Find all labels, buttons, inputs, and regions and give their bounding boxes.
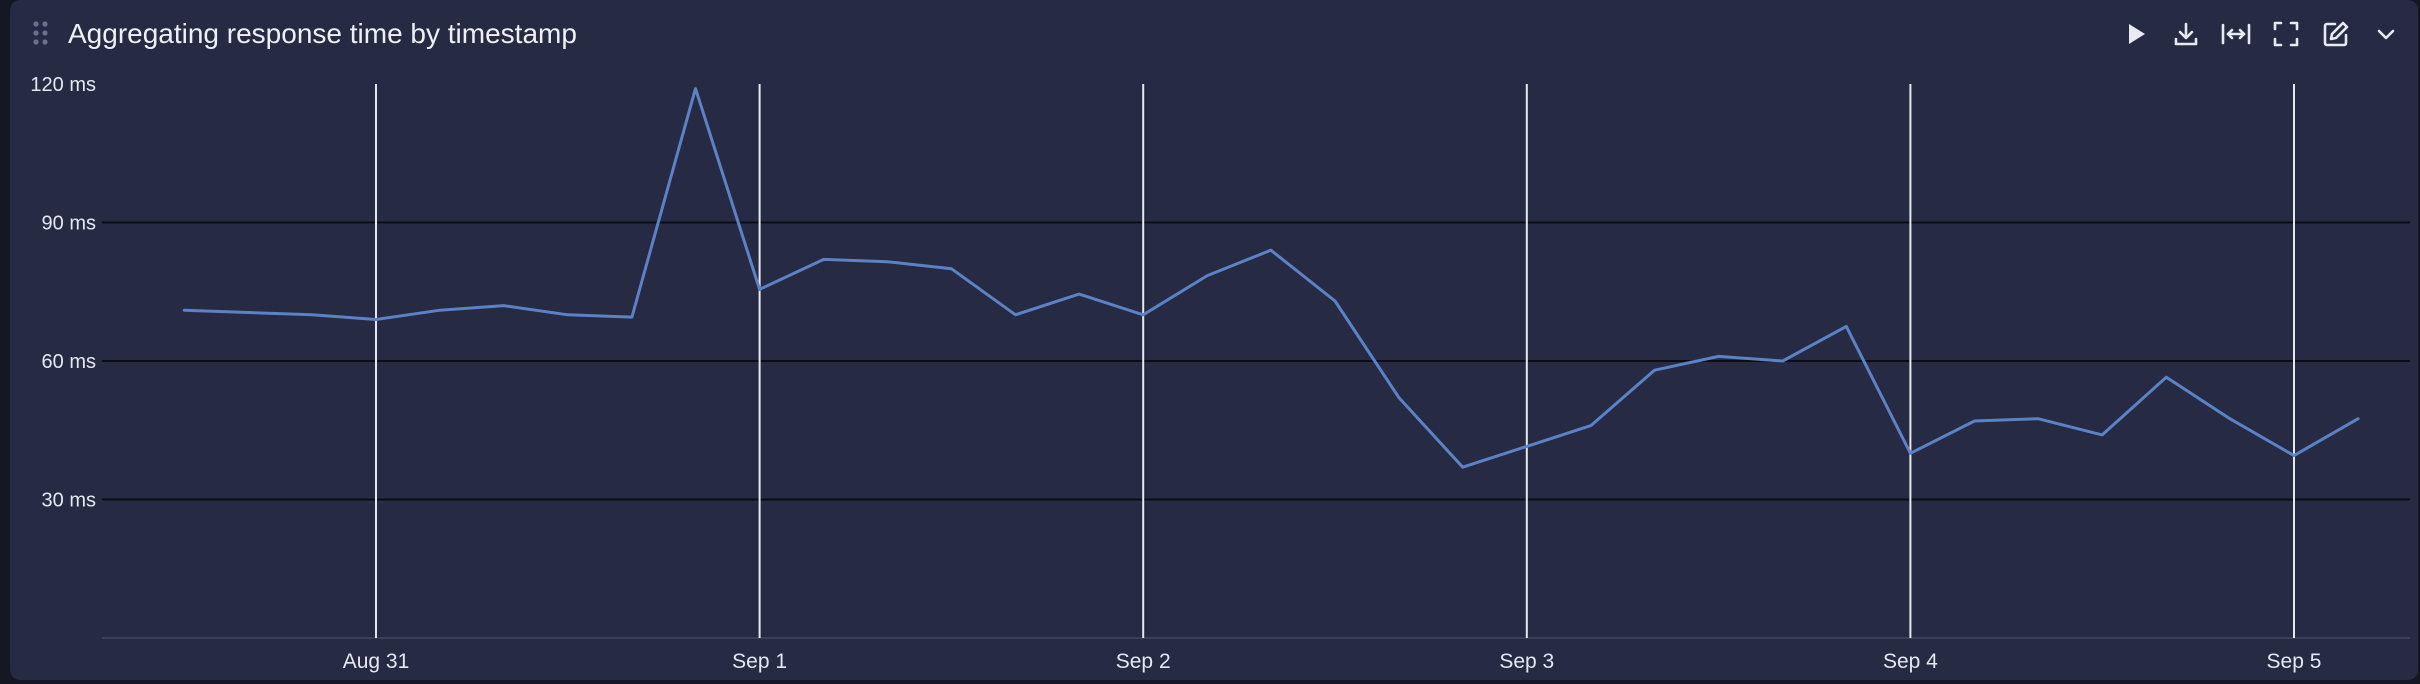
- y-tick-label: 60 ms: [42, 351, 96, 373]
- x-tick-label: Sep 4: [1883, 650, 1938, 673]
- run-button[interactable]: [2118, 16, 2154, 52]
- line-chart: 30 ms 60 ms 90 ms 120 ms Aug 31 Sep 1 Sep 2 Sep…: [30, 74, 2410, 673]
- panel-header: Aggregating response time by timestamp: [10, 0, 2418, 70]
- x-tick-label: Sep 2: [1116, 650, 1171, 673]
- more-options-button[interactable]: [2368, 16, 2404, 52]
- panel-title: Aggregating response time by timestamp: [68, 18, 577, 49]
- x-tick-label: Sep 1: [732, 650, 787, 673]
- series-line: [182, 87, 2360, 469]
- y-tick-label: 120 ms: [30, 74, 96, 96]
- fit-width-button[interactable]: [2218, 16, 2254, 52]
- download-icon: [2174, 22, 2198, 46]
- y-tick-label: 90 ms: [42, 213, 96, 235]
- panel-toolbar: [2118, 14, 2404, 54]
- y-tick-label: 30 ms: [42, 490, 96, 512]
- chevron-down-icon: [2377, 29, 2395, 40]
- download-button[interactable]: [2168, 16, 2204, 52]
- play-icon: [2129, 24, 2145, 44]
- edit-icon: [2323, 21, 2349, 47]
- fullscreen-button[interactable]: [2268, 16, 2304, 52]
- x-tick-label: Sep 3: [1499, 650, 1554, 673]
- fullscreen-icon: [2273, 21, 2299, 47]
- x-tick-label: Aug 31: [343, 650, 410, 673]
- fit-width-icon: [2221, 23, 2251, 45]
- x-tick-label: Sep 5: [2267, 650, 2322, 673]
- chart-panel: 30 ms 60 ms 90 ms 120 ms Aug 31 Sep 1 Sep 2 Sep…: [10, 0, 2418, 680]
- drag-handle-icon[interactable]: [32, 20, 50, 46]
- edit-button[interactable]: [2318, 16, 2354, 52]
